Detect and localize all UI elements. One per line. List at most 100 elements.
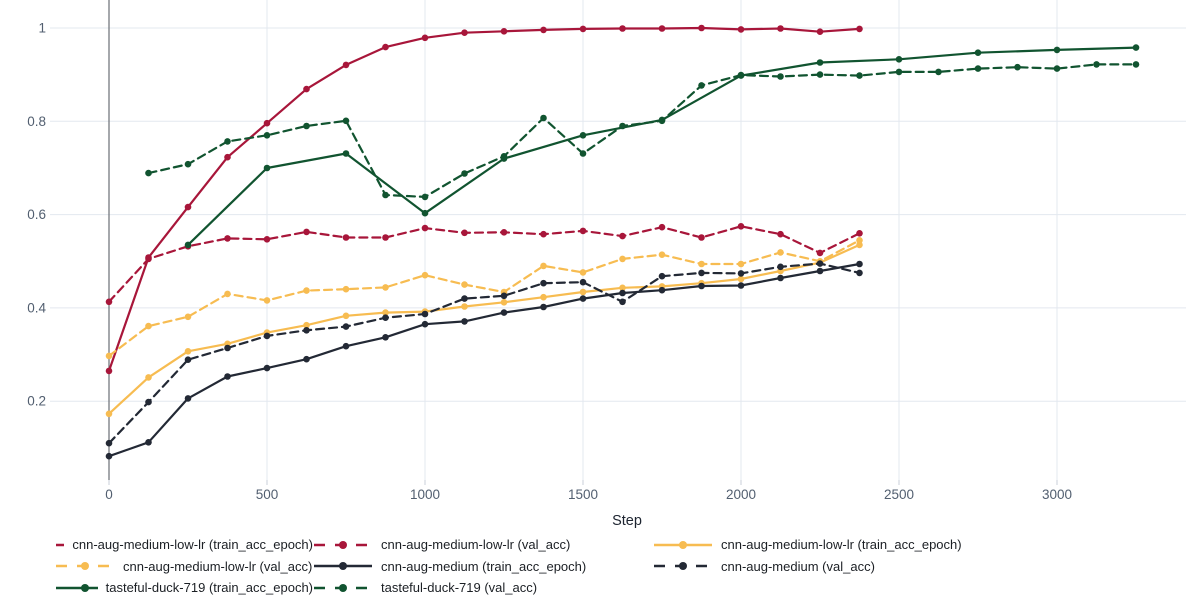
legend-item-0[interactable]: cnn-aug-medium-low-lr (train_acc_epoch) (55, 537, 313, 552)
data-point (342, 285, 350, 293)
data-point (698, 260, 705, 268)
data-point (421, 193, 429, 201)
data-point (342, 117, 350, 125)
solid-line-swatch-icon (654, 540, 712, 549)
data-point (184, 395, 192, 402)
data-point (500, 309, 508, 316)
series-line-1 (107, 225, 861, 303)
data-point (658, 286, 666, 294)
y-tick-label: 0.8 (27, 114, 46, 129)
data-point (500, 28, 508, 35)
data-point (342, 323, 350, 330)
data-point (382, 309, 389, 316)
data-point (777, 25, 784, 32)
data-point (619, 122, 626, 130)
data-point (698, 282, 705, 290)
data-point (224, 138, 231, 145)
swatch-dot (679, 562, 687, 571)
data-point (461, 318, 468, 325)
data-point (816, 28, 824, 35)
data-point (1093, 61, 1100, 68)
series-line-4 (107, 262, 861, 458)
data-point (382, 334, 389, 341)
data-point (579, 288, 587, 296)
data-point (263, 297, 271, 304)
data-point (382, 284, 389, 291)
data-point (382, 191, 389, 199)
legend-item-7[interactable]: tasteful-duck-719 (val_acc) (313, 580, 653, 595)
dashed-line-swatch-icon (314, 583, 372, 592)
data-point (737, 270, 745, 277)
data-point (619, 232, 626, 240)
legend-label: cnn-aug-medium-low-lr (val_acc) (381, 537, 571, 553)
data-point (698, 234, 705, 241)
data-point (619, 298, 626, 306)
data-point (1014, 63, 1021, 71)
legend-item-6[interactable]: tasteful-duck-719 (train_acc_epoch) (55, 580, 313, 595)
data-point (579, 150, 587, 157)
legend-item-3[interactable]: cnn-aug-medium-low-lr (val_acc) (55, 559, 313, 574)
data-point (145, 169, 152, 177)
legend-label: cnn-aug-medium (train_acc_epoch) (381, 558, 587, 574)
series-markers-0 (105, 24, 863, 375)
data-point (184, 241, 192, 249)
data-point (658, 117, 666, 125)
data-point (619, 289, 626, 297)
data-point (184, 313, 192, 321)
data-point (461, 295, 468, 302)
data-point (342, 150, 350, 157)
y-tick-label: 0.4 (27, 300, 46, 315)
series-line-6 (186, 46, 1138, 246)
data-point (105, 410, 113, 418)
data-point (579, 25, 587, 33)
legend-item-4[interactable]: cnn-aug-medium (train_acc_epoch) (313, 559, 653, 574)
data-point (856, 72, 863, 79)
data-point (579, 295, 587, 302)
legend-item-2[interactable]: cnn-aug-medium-low-lr (train_acc_epoch) (653, 537, 962, 552)
data-point (737, 26, 745, 33)
x-axis-title: Step (612, 513, 642, 529)
data-point (382, 314, 389, 322)
data-point (500, 229, 508, 236)
data-point (895, 68, 903, 76)
data-point (974, 49, 982, 56)
dashed-line-swatch-icon (56, 562, 114, 571)
data-point (421, 34, 429, 42)
data-point (777, 230, 784, 238)
data-point (856, 25, 863, 33)
data-point (224, 290, 231, 298)
data-point (421, 209, 429, 217)
data-point (856, 230, 863, 237)
data-point (856, 260, 863, 268)
data-point (461, 229, 468, 237)
data-point (184, 356, 192, 364)
data-point (263, 132, 271, 139)
x-tick-label: 1500 (568, 487, 598, 502)
data-point (421, 320, 429, 328)
data-point (698, 24, 705, 32)
data-point (382, 234, 389, 241)
data-point (974, 65, 982, 72)
plot-area[interactable]: 1 0.8 0.6 0.4 0.2 0 500 1000 1500 2000 2500 3000 S… (0, 0, 1200, 530)
data-point (224, 153, 231, 161)
data-point (816, 267, 824, 275)
data-point (184, 348, 192, 355)
data-point (145, 322, 152, 330)
series-line-5 (107, 262, 861, 445)
legend-item-1[interactable]: cnn-aug-medium-low-lr (val_acc) (313, 537, 653, 552)
data-point (421, 310, 429, 318)
data-point (461, 281, 468, 288)
legend-label: cnn-aug-medium-low-lr (train_acc_epoch) (721, 537, 962, 553)
data-point (263, 119, 271, 127)
legend-item-5[interactable]: cnn-aug-medium (val_acc) (653, 559, 962, 574)
data-point (540, 114, 547, 122)
x-tick-marks (108, 480, 1058, 485)
data-point (184, 203, 192, 211)
data-point (342, 61, 350, 69)
data-point (263, 364, 271, 372)
data-point (540, 262, 547, 270)
dashed-line-swatch-icon (654, 562, 712, 571)
data-point (303, 85, 310, 93)
data-point (184, 160, 192, 168)
data-point (1132, 61, 1140, 68)
